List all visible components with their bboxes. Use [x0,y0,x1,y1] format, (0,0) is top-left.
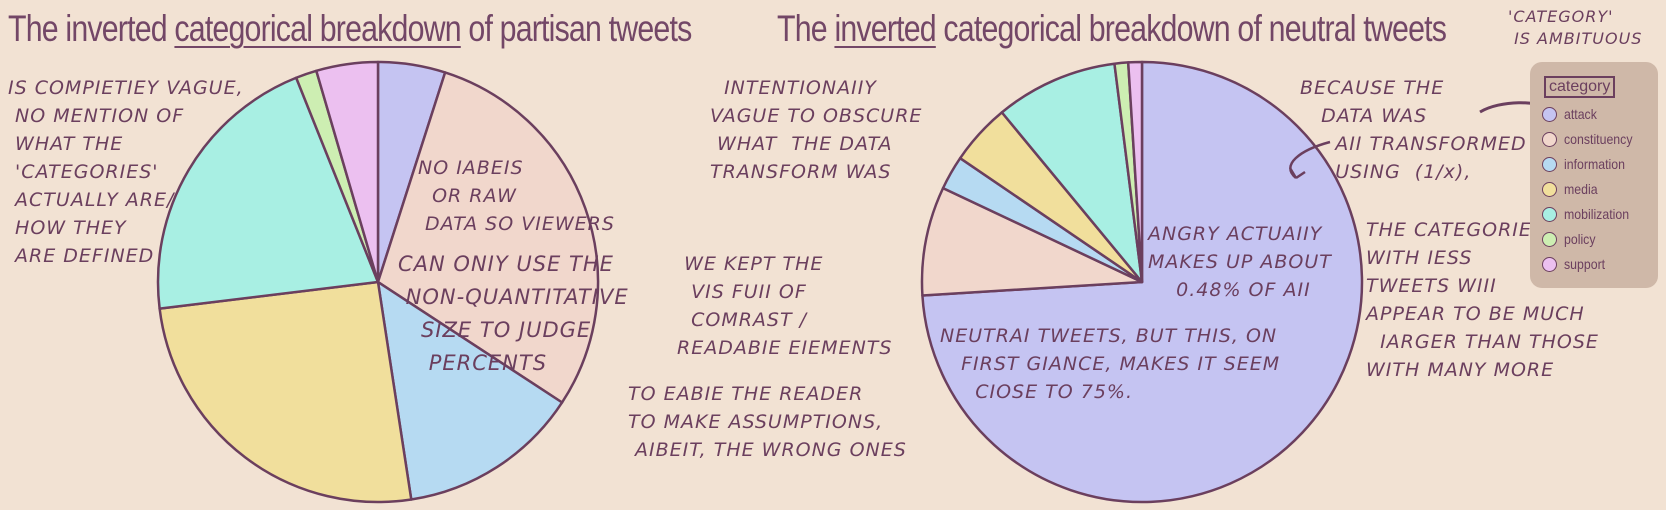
legend: category attack constituency information me… [1530,62,1658,288]
legend-item-attack: attack [1542,104,1601,124]
legend-item-constituency: constituency [1542,129,1642,149]
legend-label: media [1564,181,1598,197]
legend-label: information [1564,156,1625,172]
legend-swatch [1542,206,1557,222]
annotation-neutral-first: NEUTRAI TWEETS, BUT THIS, ON FIRST GIANC… [940,325,1281,403]
annotation-angry: ANGRY ACTUAIIY MAKES UP ABOUT 0.48% OF A… [1148,223,1332,301]
pie2-slice-support [1126,60,1144,284]
left-chart-title: The inverted categorical breakdown of pa… [8,8,692,50]
annotation-enable: TO EABIE THE READER TO MAKE ASSUMPTIONS,… [628,383,907,461]
annotation-categories-less: THE CATEGORIES WITH IESS TWEETS WIII APP… [1366,219,1599,381]
pie2-slice-constituency [920,186,1144,297]
annotation-arrow-icon [1288,140,1331,180]
legend-swatch [1542,106,1557,122]
pie1-slice-mobilization [156,76,380,310]
legend-label: policy [1564,231,1596,247]
legend-swatch [1542,256,1557,272]
right-title-underlined: inverted [834,8,936,49]
legend-item-policy: policy [1542,229,1600,249]
legend-title: category [1544,76,1616,98]
legend-swatch [1542,131,1557,147]
legend-item-support: support [1542,254,1611,274]
annotation-category-ambitious: 'CATEGORY' IS AMBITUOUS [1508,7,1643,48]
annotation-intentional: INTENTIONAIIY VAGUE TO OBSCURE WHAT THE … [710,77,923,183]
legend-item-information: information [1542,154,1633,174]
pie1-slice-support [315,60,380,284]
right-title-pre: The [777,8,835,49]
left-title-post: of partisan tweets [460,8,692,49]
pie1-slice-constituency [376,71,600,404]
pie1-slice-information [376,280,564,501]
legend-swatch [1542,181,1557,197]
right-title-post: categorical breakdown of neutral tweets [935,8,1447,49]
annotation-because: BECAUSE THE DATA WAS AII TRANSFORMED USI… [1300,77,1527,183]
annotation-contrast: WE KEPT THE VIS FUII OF COMRAST / READAB… [677,253,893,359]
right-chart-title: The inverted categorical breakdown of ne… [777,8,1447,50]
left-title-pre: The inverted [8,8,175,49]
legend-label: mobilization [1564,206,1630,222]
left-title-underlined: categorical breakdown [174,8,461,49]
legend-swatch [1542,156,1557,172]
legend-item-mobilization: mobilization [1542,204,1638,224]
annotation-non-quantitative: CAN ONIY USE THE NON-QUANTITATIVE SIZE T… [398,252,629,375]
annotation-vague: IS COMPIETIEY VAGUE, NO MENTION OF WHAT … [8,77,244,267]
legend-swatch [1542,231,1557,247]
pie2-slice-mobilization [1000,62,1144,284]
legend-label: constituency [1564,131,1633,147]
legend-label: attack [1564,106,1597,122]
pie1-slice-media [158,280,413,504]
annotation-no-labels: NO IABEIS OR RAW DATA SO VIEWERS [418,157,615,235]
legend-label: support [1564,256,1606,272]
legend-item-media: media [1542,179,1602,199]
